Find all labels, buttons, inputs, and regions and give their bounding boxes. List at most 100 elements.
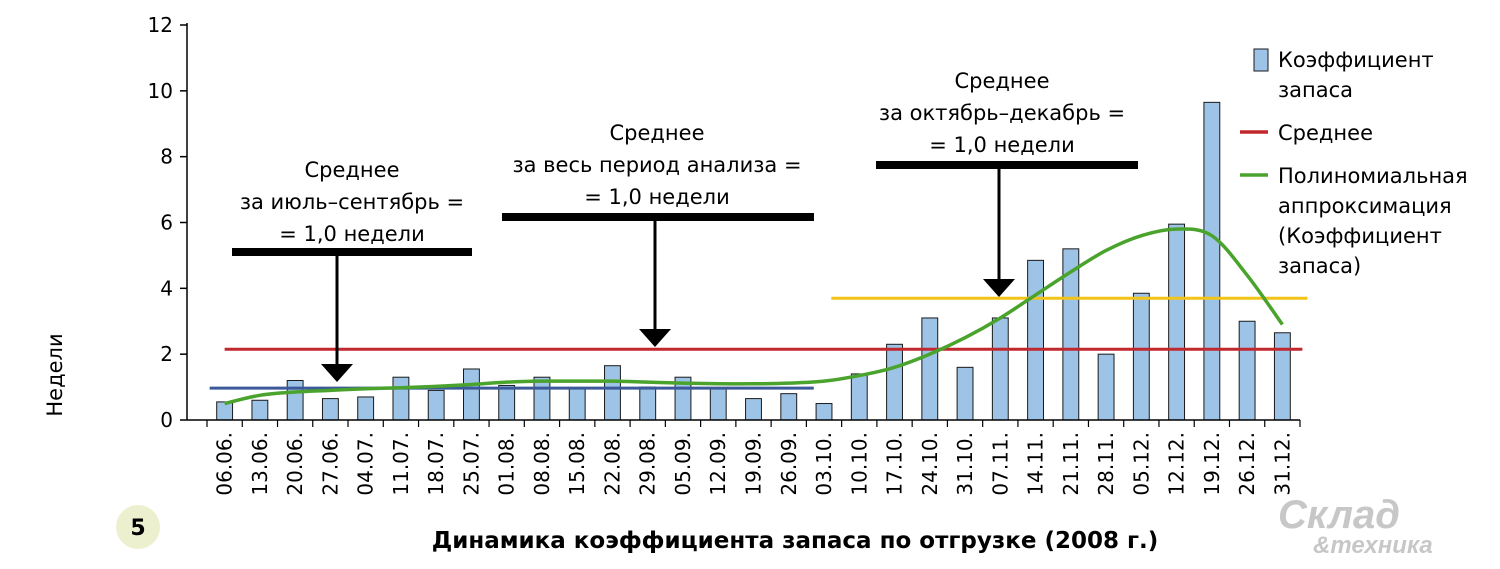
x-tick-label: 27.06. [318,432,342,496]
bar-15.08. [568,388,586,421]
x-tick-label: 20.06. [283,432,307,496]
bar-27.06. [321,398,339,421]
annotation-q4-line: Среднее [954,69,1049,93]
bar-26.09. [780,393,798,421]
bar-19.12. [1203,101,1221,421]
bar-04.07. [357,396,375,421]
annotation-q4-arrowhead [983,279,1015,297]
x-tick-label: 13.06. [248,432,272,496]
logo-line-1: Склад [1278,493,1400,537]
x-tick-label: 26.09. [777,432,801,496]
x-tick-label: 03.10. [812,432,836,496]
bar-24.10. [921,317,939,421]
x-tick-label: 07.11. [988,432,1012,496]
bars-layer [216,101,1291,421]
legend-label: запаса [1278,78,1353,102]
x-tick-label: 12.09. [706,432,730,496]
x-tick-label: 31.12. [1270,432,1294,496]
y-tick-label: 2 [160,342,173,366]
legend: Коэффициент запаса Среднее Полиномиальная ап… [1240,48,1468,278]
lines-layer [209,227,1308,406]
annotation-q3-line: за июль–сентябрь = [240,190,464,214]
x-tick-label: 06.06. [213,432,237,496]
bar-22.08. [604,365,621,421]
bar-03.10. [815,403,833,421]
x-tick-label: 25.07. [459,432,483,496]
annotation-all-line: за весь период анализа = [512,153,801,177]
y-tick-label: 8 [160,145,173,169]
x-tick-label: 08.08. [530,432,554,496]
bar-29.08. [639,386,657,421]
y-tick-label: 12 [148,13,173,37]
bar-17.10. [886,343,903,421]
x-tick-label: 18.07. [424,432,448,496]
annotation-all-line: Среднее [609,121,704,145]
bar-26.12. [1238,320,1256,421]
publisher-logo: Склад &техника [1278,493,1433,559]
bar-13.06. [251,399,269,421]
x-tick-label: 05.12. [1129,432,1153,496]
x-tick-label: 10.10. [847,432,871,496]
bar-12.09. [709,388,727,421]
bar-01.08. [498,384,516,421]
bar-11.07. [392,376,410,421]
bar-20.06. [286,380,304,421]
x-tick-label: 04.07. [354,432,378,496]
legend-label: запаса) [1278,254,1361,278]
annotation-all-line: = 1,0 недели [584,185,730,209]
y-axis-label: Недели [43,333,67,416]
bar-08.08. [533,376,551,421]
x-tick-label: 24.10. [918,432,942,496]
bar-18.07. [427,389,445,421]
legend-label: (Коэффициент [1278,224,1442,248]
bar-06.06. [216,401,234,421]
axes-layer: 0 2 4 6 8 10 12 06.06. 13.06. 20.06. 27.06. 04.07. 1… [148,13,1301,496]
y-tick-label: 6 [160,211,173,235]
bar-07.11. [991,317,1009,421]
bar-19.09. [745,398,762,421]
legend-label: Полиномиальная [1278,164,1468,188]
bar-12.12. [1168,223,1186,421]
bar-14.11. [1027,259,1044,421]
bar-25.07. [463,368,480,421]
x-tick-label: 01.08. [495,432,519,496]
chart-title: Динамика коэффициента запаса по отгрузке… [432,528,1159,554]
bar-31.12. [1273,332,1291,421]
y-tick-label: 0 [160,408,173,432]
x-tick-label: 19.12. [1200,432,1224,496]
legend-swatch-bars [1253,48,1269,72]
annotation-q3-line: = 1,0 недели [279,222,425,246]
bar-31.10. [956,366,974,421]
x-tick-label: 05.09. [671,432,695,496]
figure-number: 5 [130,516,145,541]
annotation-q4-line: = 1,0 недели [929,133,1075,157]
figure-number-badge [116,505,160,549]
x-tick-label: 28.11. [1094,432,1118,496]
annotation-all-arrowhead [639,329,671,347]
annotations-layer: Среднее за июль–сентябрь = = 1,0 недели Сре… [232,69,1138,382]
legend-label: Среднее [1278,121,1373,145]
annotation-q3-line: Среднее [304,158,399,182]
x-tick-label: 22.08. [600,432,624,496]
x-tick-label: 26.12. [1235,432,1259,496]
x-tick-label: 12.12. [1165,432,1189,496]
logo-line-2: &техника [1313,532,1433,559]
bar-10.10. [850,373,868,421]
x-tick-label: 21.11. [1059,432,1083,496]
y-tick-label: 10 [148,79,173,103]
annotation-q3-arrowhead [321,364,353,382]
trend-line [224,227,1284,406]
bar-28.11. [1097,353,1115,421]
x-tick-label: 15.08. [565,432,589,496]
legend-label: Коэффициент [1278,48,1434,72]
legend-label: аппроксимация [1278,194,1452,218]
x-tick-label: 29.08. [636,432,660,496]
bar-05.12. [1132,292,1150,421]
x-tick-label: 19.09. [742,432,766,496]
x-tick-label: 31.10. [953,432,977,496]
x-tick-label: 14.11. [1024,432,1048,496]
y-tick-label: 4 [160,276,173,300]
annotation-q4-line: за октябрь–декабрь = [879,101,1125,125]
